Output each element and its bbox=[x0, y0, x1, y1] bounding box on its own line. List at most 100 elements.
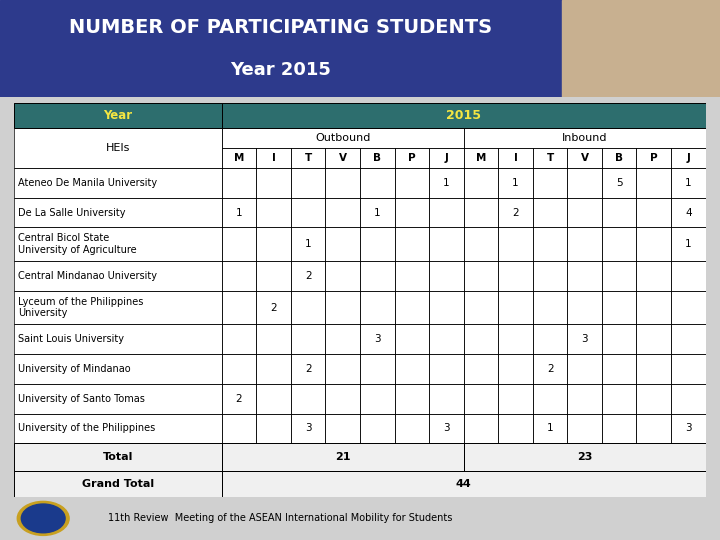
Bar bbox=[429, 168, 464, 198]
Bar bbox=[498, 227, 533, 261]
Bar bbox=[222, 168, 256, 198]
Bar bbox=[567, 261, 602, 291]
Bar bbox=[222, 129, 464, 148]
Bar bbox=[464, 384, 498, 414]
Bar bbox=[567, 198, 602, 227]
Text: Lyceum of the Philippines
University: Lyceum of the Philippines University bbox=[18, 297, 143, 319]
Bar bbox=[567, 168, 602, 198]
Bar bbox=[671, 148, 706, 168]
Bar bbox=[325, 325, 360, 354]
Text: 3: 3 bbox=[581, 334, 588, 345]
Text: T: T bbox=[546, 153, 554, 163]
Bar bbox=[325, 414, 360, 443]
Text: 11th Review  Meeting of the ASEAN International Mobility for Students: 11th Review Meeting of the ASEAN Interna… bbox=[108, 514, 453, 523]
Bar bbox=[636, 291, 671, 325]
Bar bbox=[395, 325, 429, 354]
Text: 2015: 2015 bbox=[446, 109, 481, 122]
Bar bbox=[671, 198, 706, 227]
Bar bbox=[360, 414, 395, 443]
Bar bbox=[360, 168, 395, 198]
Bar bbox=[429, 198, 464, 227]
Bar bbox=[14, 443, 222, 471]
Bar bbox=[360, 227, 395, 261]
Bar bbox=[291, 198, 325, 227]
Bar bbox=[222, 471, 706, 497]
Bar bbox=[222, 354, 256, 384]
Bar bbox=[222, 443, 464, 471]
Bar bbox=[567, 414, 602, 443]
Text: 23: 23 bbox=[577, 452, 593, 462]
Circle shape bbox=[17, 501, 69, 536]
Bar bbox=[533, 384, 567, 414]
Text: De La Salle University: De La Salle University bbox=[18, 207, 125, 218]
Bar bbox=[498, 414, 533, 443]
Bar bbox=[464, 168, 498, 198]
Bar bbox=[395, 414, 429, 443]
Text: 5: 5 bbox=[616, 178, 623, 188]
Bar bbox=[222, 471, 706, 497]
Bar bbox=[498, 148, 533, 168]
Bar bbox=[567, 198, 602, 227]
Bar bbox=[429, 384, 464, 414]
Bar bbox=[498, 148, 533, 168]
Bar bbox=[256, 291, 291, 325]
Bar bbox=[602, 227, 636, 261]
Bar bbox=[636, 384, 671, 414]
Text: HEIs: HEIs bbox=[106, 143, 130, 153]
Bar bbox=[636, 148, 671, 168]
Bar bbox=[533, 354, 567, 384]
Bar bbox=[360, 148, 395, 168]
Bar bbox=[395, 227, 429, 261]
Bar bbox=[498, 168, 533, 198]
Bar bbox=[222, 198, 256, 227]
Text: 1: 1 bbox=[685, 178, 692, 188]
Bar bbox=[464, 291, 498, 325]
Bar bbox=[325, 325, 360, 354]
Bar bbox=[636, 261, 671, 291]
Text: I: I bbox=[271, 153, 276, 163]
Bar bbox=[222, 227, 256, 261]
Text: 3: 3 bbox=[374, 334, 381, 345]
Text: Total: Total bbox=[103, 452, 133, 462]
Text: 2: 2 bbox=[305, 364, 312, 374]
Text: 3: 3 bbox=[685, 423, 692, 434]
Bar bbox=[291, 325, 325, 354]
Bar bbox=[671, 168, 706, 198]
Bar bbox=[464, 198, 498, 227]
Bar bbox=[636, 354, 671, 384]
Bar bbox=[567, 384, 602, 414]
Bar bbox=[325, 414, 360, 443]
Bar bbox=[395, 198, 429, 227]
Bar bbox=[498, 384, 533, 414]
Bar bbox=[14, 261, 222, 291]
Bar bbox=[291, 325, 325, 354]
Bar bbox=[360, 325, 395, 354]
Bar bbox=[395, 168, 429, 198]
Text: Year 2015: Year 2015 bbox=[230, 61, 331, 79]
Bar bbox=[498, 325, 533, 354]
Bar bbox=[636, 227, 671, 261]
Bar bbox=[14, 168, 222, 198]
Bar bbox=[256, 354, 291, 384]
Bar bbox=[14, 471, 222, 497]
Bar bbox=[533, 168, 567, 198]
Bar bbox=[222, 103, 706, 129]
Text: University of Santo Tomas: University of Santo Tomas bbox=[18, 394, 145, 404]
Bar bbox=[533, 227, 567, 261]
Bar bbox=[14, 443, 222, 471]
Text: 2: 2 bbox=[270, 302, 277, 313]
Bar bbox=[256, 227, 291, 261]
Bar bbox=[533, 198, 567, 227]
Bar bbox=[395, 227, 429, 261]
Bar bbox=[498, 198, 533, 227]
Bar bbox=[636, 325, 671, 354]
Bar bbox=[14, 325, 222, 354]
Bar bbox=[256, 148, 291, 168]
Bar bbox=[222, 129, 464, 148]
Bar bbox=[222, 227, 256, 261]
Bar bbox=[0, 0, 562, 97]
Bar bbox=[325, 384, 360, 414]
Bar bbox=[429, 168, 464, 198]
Bar bbox=[325, 384, 360, 414]
Text: Grand Total: Grand Total bbox=[82, 479, 154, 489]
